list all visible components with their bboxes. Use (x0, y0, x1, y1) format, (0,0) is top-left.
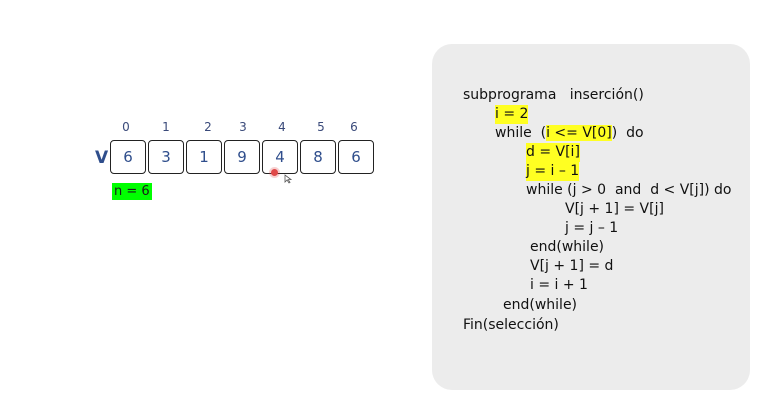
code-line-increment-i: i = i + 1 (530, 277, 588, 293)
outer-while-prefix: while ( (495, 125, 547, 141)
array-cell-4: 4 (262, 140, 298, 174)
array-cell-6: 6 (338, 140, 374, 174)
array-cell-0: 6 (110, 140, 146, 174)
code-line-assign-j: j = i – 1 (526, 162, 580, 181)
array-visualization: 0 1 2 3 4 5 6 V 6 3 1 9 4 8 6 n = 6 (95, 120, 374, 200)
code-line-end-outer-while: end(while) (503, 297, 578, 313)
index-label-3: 3 (239, 120, 247, 134)
code-line-assign-d: d = V[i] (526, 143, 580, 162)
code-line-header: subprograma inserción() (463, 87, 644, 103)
array-cell-3: 9 (224, 140, 260, 174)
click-indicator (271, 169, 278, 176)
code-line-end-inner-while: end(while) (530, 239, 605, 255)
pseudocode-panel: subprograma inserción() i = 2 while (i <… (432, 44, 750, 390)
index-label-0: 0 (122, 120, 130, 134)
array-cell-2: 1 (186, 140, 222, 174)
array-cell-1: 3 (148, 140, 184, 174)
index-label-4: 4 (278, 120, 286, 134)
array-name-label: V (95, 148, 109, 168)
n-size-badge: n = 6 (112, 183, 152, 200)
code-line-footer: Fin(selección) (463, 317, 559, 333)
code-line-outer-while: while (i <= V[0]) do (495, 124, 644, 143)
code-line-decrement-j: j = j – 1 (565, 220, 619, 236)
index-label-1: 1 (162, 120, 170, 134)
outer-while-suffix: ) do (611, 125, 644, 141)
outer-while-condition: i <= V[0] (546, 125, 612, 141)
code-line-shift: V[j + 1] = V[j] (565, 201, 664, 217)
code-line-init-i: i = 2 (495, 105, 529, 124)
code-line-insert: V[j + 1] = d (530, 258, 614, 274)
mouse-pointer-icon (284, 174, 292, 184)
index-label-2: 2 (204, 120, 212, 134)
index-label-5: 5 (317, 120, 325, 134)
index-label-6: 6 (350, 120, 358, 134)
array-cell-5: 8 (300, 140, 336, 174)
code-line-inner-while: while (j > 0 and d < V[j]) do (526, 182, 732, 198)
